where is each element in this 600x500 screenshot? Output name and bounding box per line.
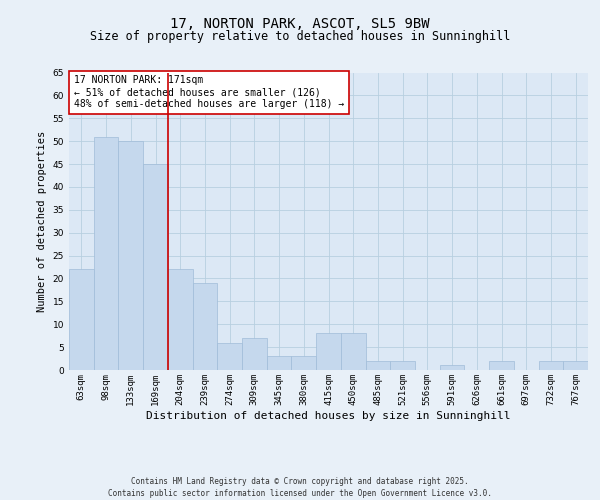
Bar [365,361,390,370]
Text: 17 NORTON PARK: 171sqm
← 51% of detached houses are smaller (126)
48% of semi-de: 17 NORTON PARK: 171sqm ← 51% of detached… [74,76,344,108]
X-axis label: Distribution of detached houses by size in Sunninghill: Distribution of detached houses by size … [146,410,511,420]
Text: Contains HM Land Registry data © Crown copyright and database right 2025.
Contai: Contains HM Land Registry data © Crown c… [108,476,492,498]
Bar [489,361,514,370]
Bar [390,361,415,370]
Bar [316,334,341,370]
Bar [94,136,118,370]
Bar [440,366,464,370]
Bar [118,141,143,370]
Bar [143,164,168,370]
Text: 17, NORTON PARK, ASCOT, SL5 9BW: 17, NORTON PARK, ASCOT, SL5 9BW [170,18,430,32]
Bar [242,338,267,370]
Y-axis label: Number of detached properties: Number of detached properties [37,130,47,312]
Bar [292,356,316,370]
Bar [69,270,94,370]
Text: Size of property relative to detached houses in Sunninghill: Size of property relative to detached ho… [90,30,510,43]
Bar [267,356,292,370]
Bar [168,270,193,370]
Bar [341,334,365,370]
Bar [217,342,242,370]
Bar [563,361,588,370]
Bar [539,361,563,370]
Bar [193,283,217,370]
